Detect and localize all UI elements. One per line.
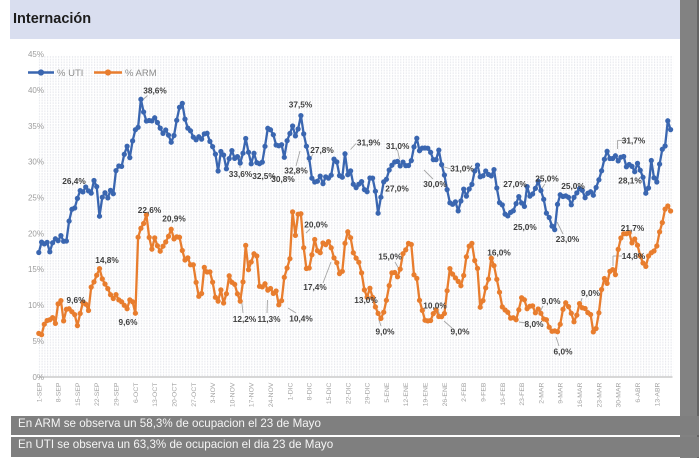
svg-text:30%: 30% (28, 158, 44, 167)
svg-text:20,9%: 20,9% (162, 214, 186, 224)
svg-text:35%: 35% (28, 122, 44, 131)
svg-text:9,0%: 9,0% (376, 327, 396, 337)
svg-text:38,6%: 38,6% (143, 86, 167, 96)
svg-text:8-DIC: 8-DIC (307, 383, 314, 401)
svg-text:27-OCT: 27-OCT (191, 383, 198, 407)
svg-text:2-MAR: 2-MAR (538, 383, 545, 404)
svg-text:10-NOV: 10-NOV (229, 382, 236, 407)
svg-text:9,6%: 9,6% (67, 295, 87, 305)
svg-text:30-MAR: 30-MAR (616, 383, 623, 408)
svg-text:10%: 10% (28, 301, 44, 310)
svg-text:14,8%: 14,8% (95, 255, 119, 265)
svg-text:10,4%: 10,4% (289, 314, 313, 324)
svg-text:16,0%: 16,0% (487, 248, 511, 258)
svg-text:24-NOV: 24-NOV (268, 382, 275, 407)
svg-text:12-ENE: 12-ENE (403, 382, 410, 406)
svg-text:2-FEB: 2-FEB (461, 382, 468, 402)
svg-text:15%: 15% (28, 265, 44, 274)
svg-text:23-FEB: 23-FEB (519, 382, 526, 406)
svg-text:11,3%: 11,3% (257, 314, 281, 324)
svg-text:15-DIC: 15-DIC (326, 383, 333, 405)
svg-text:6,0%: 6,0% (554, 347, 574, 357)
svg-text:25,0%: 25,0% (561, 181, 585, 191)
svg-text:28,1%: 28,1% (618, 176, 642, 186)
svg-text:20%: 20% (28, 229, 44, 238)
svg-text:14,8%: 14,8% (622, 251, 646, 261)
svg-text:27,0%: 27,0% (385, 184, 409, 194)
svg-text:20-OCT: 20-OCT (172, 383, 179, 407)
svg-text:27,0%: 27,0% (503, 179, 527, 189)
svg-text:29-DIC: 29-DIC (365, 383, 372, 405)
svg-text:9,0%: 9,0% (581, 288, 601, 298)
svg-text:40%: 40% (28, 86, 44, 95)
svg-text:8,0%: 8,0% (525, 319, 545, 329)
svg-text:25%: 25% (28, 194, 44, 203)
svg-text:15,0%: 15,0% (378, 252, 402, 262)
svg-text:13-OCT: 13-OCT (152, 383, 159, 407)
svg-text:% UTI: % UTI (57, 68, 83, 79)
svg-text:23,0%: 23,0% (556, 234, 580, 244)
svg-text:30,0%: 30,0% (423, 179, 447, 189)
svg-text:21,7%: 21,7% (621, 223, 645, 233)
svg-text:22-SEP: 22-SEP (94, 382, 101, 406)
svg-text:0%: 0% (32, 373, 44, 382)
svg-text:10,0%: 10,0% (423, 301, 447, 311)
svg-text:19-ENE: 19-ENE (423, 382, 430, 406)
svg-text:25,0%: 25,0% (535, 174, 559, 184)
svg-text:6-OCT: 6-OCT (133, 383, 140, 403)
svg-text:31,0%: 31,0% (450, 164, 474, 174)
svg-text:26-ENE: 26-ENE (442, 382, 449, 406)
svg-text:% ARM: % ARM (125, 68, 157, 79)
svg-text:9,0%: 9,0% (451, 327, 471, 337)
svg-text:3-NOV: 3-NOV (210, 382, 217, 403)
svg-text:16-FEB: 16-FEB (500, 382, 507, 406)
svg-text:9-MAR: 9-MAR (558, 383, 565, 404)
svg-text:8-SEP: 8-SEP (56, 382, 63, 402)
svg-text:23-MAR: 23-MAR (596, 383, 603, 408)
svg-text:9,6%: 9,6% (119, 317, 139, 327)
svg-text:13,0%: 13,0% (354, 295, 378, 305)
svg-text:1-DIC: 1-DIC (287, 383, 294, 401)
svg-text:5-ENE: 5-ENE (384, 382, 391, 402)
svg-text:37,5%: 37,5% (289, 100, 313, 110)
svg-text:20,0%: 20,0% (304, 220, 328, 230)
svg-text:45%: 45% (28, 50, 44, 59)
svg-text:13-ABR: 13-ABR (654, 383, 661, 407)
svg-text:30,8%: 30,8% (271, 174, 295, 184)
svg-text:27,8%: 27,8% (310, 145, 334, 155)
svg-text:31,9%: 31,9% (357, 138, 381, 148)
svg-text:22,6%: 22,6% (138, 205, 162, 215)
svg-text:1-SEP: 1-SEP (36, 382, 43, 402)
svg-text:6-ABR: 6-ABR (635, 383, 642, 403)
svg-text:26,4%: 26,4% (62, 176, 86, 186)
svg-text:5%: 5% (32, 337, 44, 346)
svg-text:31,7%: 31,7% (622, 135, 646, 145)
svg-text:9,0%: 9,0% (542, 296, 562, 306)
svg-text:33,6%: 33,6% (229, 169, 253, 179)
svg-text:15-SEP: 15-SEP (75, 382, 82, 406)
svg-text:17-NOV: 17-NOV (249, 382, 256, 407)
svg-text:29-SEP: 29-SEP (114, 382, 121, 406)
svg-text:22-DIC: 22-DIC (345, 383, 352, 405)
svg-text:17,4%: 17,4% (303, 282, 327, 292)
svg-text:32,8%: 32,8% (284, 166, 308, 176)
svg-text:32,5%: 32,5% (252, 171, 276, 181)
svg-text:16-MAR: 16-MAR (577, 383, 584, 408)
svg-text:25,0%: 25,0% (513, 222, 537, 232)
svg-text:31,0%: 31,0% (386, 141, 410, 151)
svg-text:12,2%: 12,2% (233, 314, 257, 324)
svg-text:9-FEB: 9-FEB (481, 382, 488, 402)
